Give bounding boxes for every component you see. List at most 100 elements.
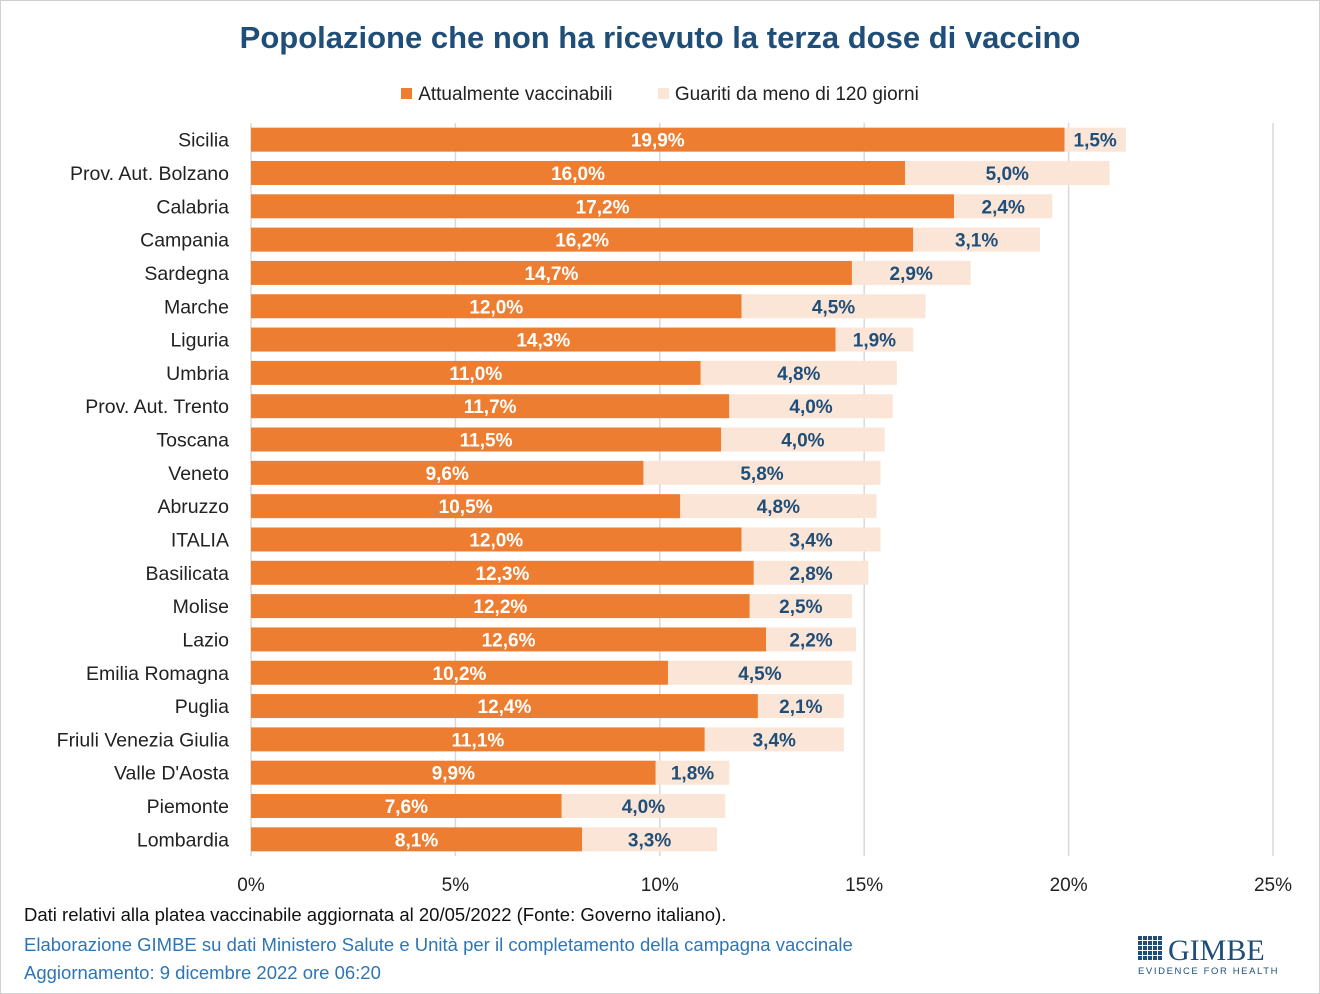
category-label: Campania xyxy=(140,230,229,252)
logo-grid-cell xyxy=(1143,956,1147,960)
bar-segment xyxy=(582,827,718,852)
category-label: Lombardia xyxy=(137,829,229,851)
logo-grid-cell xyxy=(1138,946,1142,950)
data-label: 12,6% xyxy=(482,630,536,651)
logo-grid-cell xyxy=(1153,951,1157,955)
category-label: Molise xyxy=(173,596,229,618)
legend-swatch xyxy=(657,88,669,99)
category-label: Emilia Romagna xyxy=(86,663,229,685)
data-label: 3,1% xyxy=(955,231,998,252)
data-label: 2,2% xyxy=(789,630,832,651)
category-label: Veneto xyxy=(168,463,229,485)
logo-grid-cell xyxy=(1158,936,1162,940)
category-label: Prov. Aut. Bolzano xyxy=(70,163,229,185)
logo-grid-cell xyxy=(1148,951,1152,955)
data-label: 4,5% xyxy=(738,664,781,685)
logo-grid-cell xyxy=(1158,941,1162,945)
data-label: 9,6% xyxy=(426,464,469,485)
data-label: 3,4% xyxy=(753,730,796,751)
logo-grid-cell xyxy=(1143,941,1147,945)
logo-grid-cell xyxy=(1148,956,1152,960)
data-label: 11,0% xyxy=(449,364,502,385)
category-label: Friuli Venezia Giulia xyxy=(57,729,229,751)
bar-segment xyxy=(643,460,881,485)
bar-segment xyxy=(851,260,971,285)
data-label: 17,2% xyxy=(576,197,630,218)
logo-grid-cell xyxy=(1153,946,1157,950)
bar-segment xyxy=(667,660,852,685)
logo-grid-cell xyxy=(1158,956,1162,960)
data-label: 19,9% xyxy=(631,131,685,152)
bar-segment xyxy=(251,227,914,252)
chart-title: Popolazione che non ha ricevuto la terza… xyxy=(239,20,1081,55)
category-label: Sicilia xyxy=(178,130,229,152)
x-tick-label: 20% xyxy=(1050,875,1088,896)
svg-text:EVIDENCE FOR HEALTH: EVIDENCE FOR HEALTH xyxy=(1138,966,1278,977)
legend-label: Attualmente vaccinabili xyxy=(418,84,613,105)
bar-segment xyxy=(251,494,681,519)
category-label: Toscana xyxy=(156,430,229,452)
bar-segment xyxy=(954,194,1053,219)
data-label: 10,2% xyxy=(433,664,487,685)
data-label: 16,2% xyxy=(555,231,609,252)
data-label: 1,8% xyxy=(671,764,714,785)
bar-segment xyxy=(741,527,881,552)
bar-segment xyxy=(680,494,877,519)
data-label: 14,7% xyxy=(525,264,579,285)
data-label: 12,0% xyxy=(469,297,523,318)
legend: Attualmente vaccinabili Guariti da meno … xyxy=(0,84,1320,106)
bar-segment xyxy=(729,394,893,419)
x-tick-label: 25% xyxy=(1254,875,1292,896)
category-label: Puglia xyxy=(175,696,229,718)
logo-grid-cell xyxy=(1158,951,1162,955)
category-label: Prov. Aut. Trento xyxy=(85,396,229,418)
data-label: 9,9% xyxy=(432,764,475,785)
data-label: 2,8% xyxy=(789,564,832,585)
logo-grid-cell xyxy=(1138,956,1142,960)
data-label: 1,5% xyxy=(1074,131,1117,152)
category-label: Liguria xyxy=(170,330,229,352)
category-label: Valle D'Aosta xyxy=(114,763,229,785)
logo-grid-cell xyxy=(1153,941,1157,945)
bar-segment xyxy=(766,627,857,652)
bar-segment xyxy=(251,694,758,719)
data-label: 2,4% xyxy=(982,197,1025,218)
bar-segment xyxy=(905,160,1110,185)
data-label: 2,1% xyxy=(779,697,822,718)
bar-segment xyxy=(700,360,897,385)
logo-grid-cell xyxy=(1138,941,1142,945)
logo-grid-cell xyxy=(1148,936,1152,940)
footer-note: Dati relativi alla platea vaccinabile ag… xyxy=(24,904,727,925)
data-label: 3,3% xyxy=(628,830,671,851)
logo-grid-cell xyxy=(1148,941,1152,945)
legend-label: Guariti da meno di 120 giorni xyxy=(674,84,919,105)
bar-segment xyxy=(251,327,836,352)
bar-segment xyxy=(251,360,701,385)
data-label: 5,0% xyxy=(986,164,1029,185)
category-label: Umbria xyxy=(166,363,229,385)
bar-segment xyxy=(251,160,906,185)
bar-segment xyxy=(251,660,668,685)
bar-segment xyxy=(251,394,730,419)
bar-chart: 0% 5% 10% 15% 20% 25% Sicilia 19,9% 1,5% Prov. Au… xyxy=(57,123,1292,896)
data-label: 2,9% xyxy=(890,264,933,285)
data-label: 7,6% xyxy=(385,797,428,818)
category-label: Lazio xyxy=(182,629,229,651)
gimbe-logo: GIMBE EVIDENCE FOR HEALTH xyxy=(1138,934,1278,983)
bar-segment xyxy=(251,194,955,219)
data-label: 10,5% xyxy=(439,497,493,518)
footer-update: Aggiornamento: 9 dicembre 2022 ore 06:20 xyxy=(24,962,381,983)
bar-segment xyxy=(251,760,656,785)
data-label: 11,5% xyxy=(460,431,513,452)
data-label: 1,9% xyxy=(853,331,896,352)
data-label: 4,8% xyxy=(757,497,800,518)
bar-segment xyxy=(741,294,926,319)
bar-segment xyxy=(251,427,722,452)
data-label: 11,7% xyxy=(464,397,517,418)
data-label: 12,0% xyxy=(469,530,523,551)
bar-segment xyxy=(251,627,767,652)
category-label: Sardegna xyxy=(144,263,229,285)
x-tick-label: 0% xyxy=(237,875,265,896)
bar-segment xyxy=(251,594,750,619)
legend-item-vaccinabili: Attualmente vaccinabili xyxy=(401,84,613,106)
